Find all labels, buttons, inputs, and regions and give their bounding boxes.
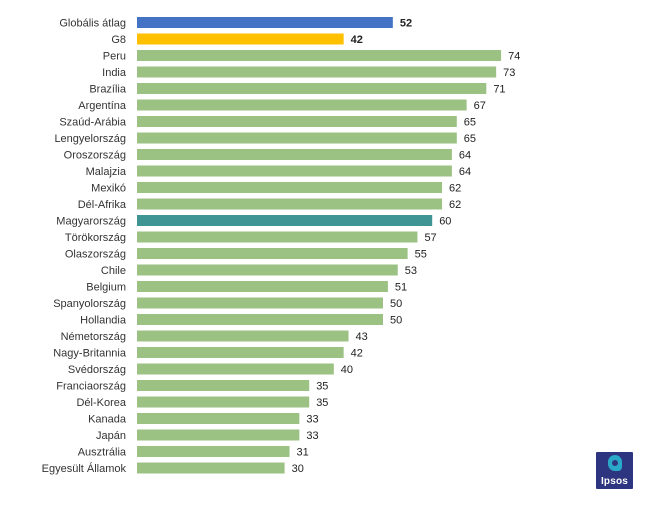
category-label: Spanyolország xyxy=(53,298,126,310)
value-label: 60 xyxy=(439,216,451,228)
bar-row-21 xyxy=(137,363,334,375)
category-label: India xyxy=(102,67,127,79)
category-label: Egyesült Államok xyxy=(42,462,127,475)
value-label: 74 xyxy=(508,51,520,63)
category-label: Németország xyxy=(61,331,126,343)
value-label: 64 xyxy=(459,166,471,178)
category-label: Dél-Korea xyxy=(76,397,126,409)
value-label: 35 xyxy=(316,397,328,409)
category-label: Malajzia xyxy=(86,166,127,178)
ipsos-logo-text: Ipsos xyxy=(600,476,629,487)
value-label: 62 xyxy=(449,183,461,195)
bar-row-0 xyxy=(137,17,393,28)
category-label: Dél-Afrika xyxy=(78,199,127,211)
bar-row-22 xyxy=(137,380,310,391)
category-label: Olaszország xyxy=(65,249,126,261)
bar-row-3 xyxy=(137,66,497,78)
category-label: Globális átlag xyxy=(59,18,126,30)
ipsos-logo-mark-icon xyxy=(608,455,622,471)
category-label: Hollandia xyxy=(80,315,127,327)
bar-row-15 xyxy=(137,264,398,276)
bar-row-2 xyxy=(137,50,502,61)
bar-row-13 xyxy=(137,231,418,243)
category-label: Törökország xyxy=(65,232,126,244)
bar-row-18 xyxy=(137,314,383,325)
category-label: Svédország xyxy=(68,364,126,376)
category-label: Kanada xyxy=(88,414,127,426)
bar-row-23 xyxy=(137,396,310,408)
bar-row-7 xyxy=(137,132,457,144)
value-label: 31 xyxy=(297,447,309,459)
value-label: 51 xyxy=(395,282,407,294)
value-label: 42 xyxy=(351,34,363,46)
category-label: Szaúd-Arábia xyxy=(59,117,127,129)
value-label: 43 xyxy=(356,331,368,343)
value-label: 64 xyxy=(459,150,471,162)
bar-row-1 xyxy=(137,33,344,45)
bar-row-10 xyxy=(137,182,443,193)
category-label: Peru xyxy=(103,51,126,63)
category-label: Brazília xyxy=(89,84,127,96)
bar-row-8 xyxy=(137,149,452,160)
bar-row-6 xyxy=(137,116,457,127)
ipsos-logo: Ipsos xyxy=(596,452,633,489)
category-label: Belgium xyxy=(86,282,126,294)
value-label: 53 xyxy=(405,265,417,277)
value-label: 67 xyxy=(474,100,486,112)
value-label: 30 xyxy=(292,463,304,475)
bar-row-17 xyxy=(137,297,383,309)
value-label: 50 xyxy=(390,298,402,310)
category-label: Lengyelország xyxy=(54,133,126,145)
bar-row-20 xyxy=(137,347,344,358)
category-label: Japán xyxy=(96,430,126,442)
category-label: Magyarország xyxy=(56,216,126,228)
value-label: 62 xyxy=(449,199,461,211)
category-label: G8 xyxy=(111,34,126,46)
value-label: 33 xyxy=(306,430,318,442)
value-label: 40 xyxy=(341,364,353,376)
value-label: 42 xyxy=(351,348,363,360)
category-label: Chile xyxy=(101,265,126,277)
bar-row-5 xyxy=(137,99,467,111)
value-label: 65 xyxy=(464,133,476,145)
value-label: 57 xyxy=(424,232,436,244)
bar-row-27 xyxy=(137,462,285,474)
value-label: 55 xyxy=(415,249,427,261)
bar-row-14 xyxy=(137,248,408,259)
value-label: 35 xyxy=(316,381,328,393)
category-label: Ausztrália xyxy=(78,447,127,459)
value-label: 71 xyxy=(493,84,505,96)
category-label: Franciaország xyxy=(56,381,126,393)
value-label: 52 xyxy=(400,18,412,30)
bar-row-26 xyxy=(137,446,290,457)
bar-row-24 xyxy=(137,413,300,424)
bar-row-19 xyxy=(137,330,349,342)
bar-row-4 xyxy=(137,83,487,94)
bar-row-12 xyxy=(137,215,433,226)
category-label: Nagy-Britannia xyxy=(53,348,127,360)
bar-row-16 xyxy=(137,281,388,292)
category-label: Oroszország xyxy=(64,150,126,162)
value-label: 73 xyxy=(503,67,515,79)
category-label: Mexikó xyxy=(91,183,126,195)
value-label: 50 xyxy=(390,315,402,327)
category-label: Argentína xyxy=(78,100,127,112)
bar-row-25 xyxy=(137,429,300,441)
value-label: 65 xyxy=(464,117,476,129)
value-label: 33 xyxy=(306,414,318,426)
bar-row-9 xyxy=(137,165,452,177)
bar-row-11 xyxy=(137,198,443,210)
